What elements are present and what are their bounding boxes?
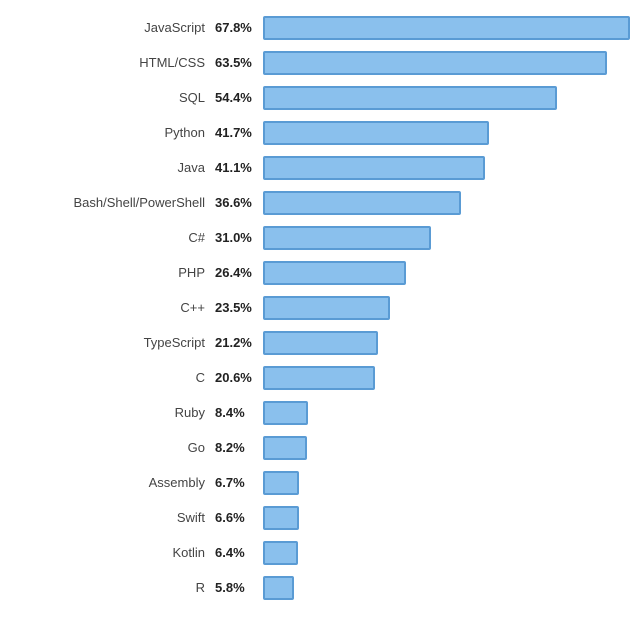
bar-label: C bbox=[0, 370, 215, 385]
bar-fill bbox=[263, 226, 431, 250]
chart-row: PHP26.4% bbox=[0, 255, 630, 290]
bar-fill bbox=[263, 296, 390, 320]
bar-label: Java bbox=[0, 160, 215, 175]
chart-row: C20.6% bbox=[0, 360, 630, 395]
bar-track bbox=[263, 401, 630, 425]
bar-track bbox=[263, 156, 630, 180]
bar-label: C++ bbox=[0, 300, 215, 315]
chart-row: Assembly6.7% bbox=[0, 465, 630, 500]
bar-label: JavaScript bbox=[0, 20, 215, 35]
bar-track bbox=[263, 541, 630, 565]
bar-label: TypeScript bbox=[0, 335, 215, 350]
bar-fill bbox=[263, 366, 375, 390]
bar-fill bbox=[263, 576, 294, 600]
bar-label: Kotlin bbox=[0, 545, 215, 560]
bar-fill bbox=[263, 51, 607, 75]
bar-track bbox=[263, 366, 630, 390]
bar-fill bbox=[263, 261, 406, 285]
bar-label: HTML/CSS bbox=[0, 55, 215, 70]
bar-track bbox=[263, 296, 630, 320]
bar-fill bbox=[263, 86, 557, 110]
bar-track bbox=[263, 471, 630, 495]
bar-fill bbox=[263, 121, 489, 145]
bar-fill bbox=[263, 541, 298, 565]
bar-fill bbox=[263, 436, 307, 460]
bar-label: R bbox=[0, 580, 215, 595]
bar-label: Python bbox=[0, 125, 215, 140]
bar-track bbox=[263, 331, 630, 355]
bar-label: Go bbox=[0, 440, 215, 455]
bar-track bbox=[263, 506, 630, 530]
chart-row: Java41.1% bbox=[0, 150, 630, 185]
bar-fill bbox=[263, 191, 461, 215]
bar-value: 63.5% bbox=[215, 55, 263, 70]
bar-label: C# bbox=[0, 230, 215, 245]
bar-value: 41.7% bbox=[215, 125, 263, 140]
bar-value: 23.5% bbox=[215, 300, 263, 315]
bar-value: 31.0% bbox=[215, 230, 263, 245]
bar-track bbox=[263, 226, 630, 250]
chart-row: R5.8% bbox=[0, 570, 630, 605]
bar-value: 54.4% bbox=[215, 90, 263, 105]
chart-row: Kotlin6.4% bbox=[0, 535, 630, 570]
chart-row: Go8.2% bbox=[0, 430, 630, 465]
bar-value: 20.6% bbox=[215, 370, 263, 385]
bar-label: Bash/Shell/PowerShell bbox=[0, 195, 215, 210]
bar-value: 36.6% bbox=[215, 195, 263, 210]
bar-fill bbox=[263, 471, 299, 495]
bar-track bbox=[263, 86, 630, 110]
bar-value: 6.4% bbox=[215, 545, 263, 560]
bar-value: 5.8% bbox=[215, 580, 263, 595]
bar-fill bbox=[263, 401, 308, 425]
bar-value: 67.8% bbox=[215, 20, 263, 35]
chart-row: Swift6.6% bbox=[0, 500, 630, 535]
bar-label: SQL bbox=[0, 90, 215, 105]
bar-track bbox=[263, 436, 630, 460]
bar-label: Swift bbox=[0, 510, 215, 525]
bar-track bbox=[263, 51, 630, 75]
bar-track bbox=[263, 191, 630, 215]
chart-row: Bash/Shell/PowerShell36.6% bbox=[0, 185, 630, 220]
bar-track bbox=[263, 261, 630, 285]
bar-fill bbox=[263, 16, 630, 40]
chart-row: JavaScript67.8% bbox=[0, 10, 630, 45]
bar-value: 6.7% bbox=[215, 475, 263, 490]
bar-track bbox=[263, 576, 630, 600]
bar-fill bbox=[263, 506, 299, 530]
bar-value: 6.6% bbox=[215, 510, 263, 525]
bar-value: 21.2% bbox=[215, 335, 263, 350]
chart-row: Ruby8.4% bbox=[0, 395, 630, 430]
language-popularity-chart: JavaScript67.8%HTML/CSS63.5%SQL54.4%Pyth… bbox=[0, 10, 630, 605]
bar-value: 41.1% bbox=[215, 160, 263, 175]
bar-fill bbox=[263, 156, 485, 180]
chart-row: Python41.7% bbox=[0, 115, 630, 150]
bar-value: 8.2% bbox=[215, 440, 263, 455]
bar-track bbox=[263, 16, 630, 40]
chart-row: C++23.5% bbox=[0, 290, 630, 325]
bar-value: 8.4% bbox=[215, 405, 263, 420]
bar-label: Assembly bbox=[0, 475, 215, 490]
chart-row: HTML/CSS63.5% bbox=[0, 45, 630, 80]
chart-row: TypeScript21.2% bbox=[0, 325, 630, 360]
bar-track bbox=[263, 121, 630, 145]
bar-value: 26.4% bbox=[215, 265, 263, 280]
bar-label: PHP bbox=[0, 265, 215, 280]
chart-row: SQL54.4% bbox=[0, 80, 630, 115]
chart-row: C#31.0% bbox=[0, 220, 630, 255]
bar-fill bbox=[263, 331, 378, 355]
bar-label: Ruby bbox=[0, 405, 215, 420]
